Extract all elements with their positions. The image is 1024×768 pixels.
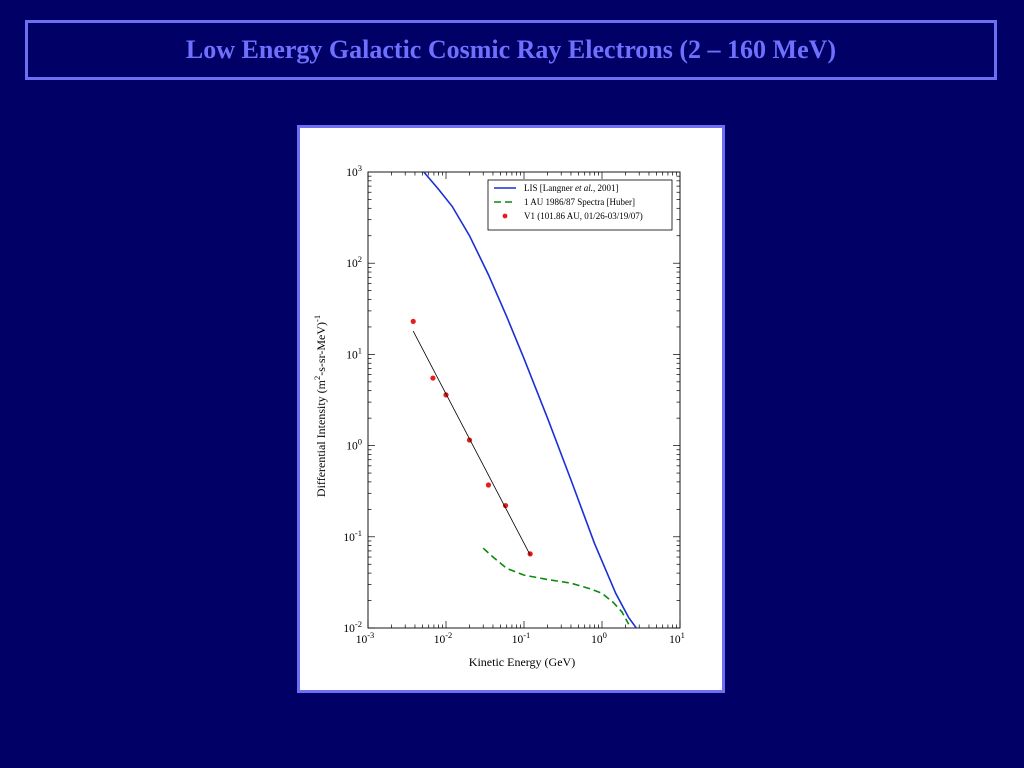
- legend-v1-swatch: [502, 213, 508, 219]
- lis-series-line: [423, 172, 638, 628]
- y-tick-label: 103: [346, 163, 362, 179]
- x-tick-label: 10-2: [434, 630, 453, 646]
- legend-lis-label: LIS [Langner et al., 2001]: [524, 183, 618, 193]
- huber-1au-series-line: [482, 547, 630, 625]
- y-tick-label: 100: [346, 437, 362, 453]
- v1-fit-line: [412, 330, 531, 556]
- x-axis-label: Kinetic Energy (GeV): [469, 655, 575, 669]
- y-tick-label: 102: [346, 254, 362, 270]
- legend-v1-label: V1 (101.86 AU, 01/26-03/19/07): [524, 211, 643, 221]
- plot-frame: [367, 171, 681, 629]
- x-tick-label: 10-1: [512, 630, 531, 646]
- v1-data-point: [410, 318, 416, 325]
- y-tick-label: 10-1: [343, 528, 362, 544]
- y-tick-label: 101: [346, 345, 362, 361]
- x-tick-label: 10-3: [356, 630, 375, 646]
- x-tick-label: 101: [669, 630, 685, 646]
- slide-title: Low Energy Galactic Cosmic Ray Electrons…: [185, 35, 837, 64]
- title-box: Low Energy Galactic Cosmic Ray Electrons…: [25, 20, 997, 80]
- v1-data-point: [485, 482, 492, 488]
- v1-data-point: [430, 375, 436, 381]
- y-tick-label: 10-2: [343, 619, 362, 635]
- legend-huber-label: 1 AU 1986/87 Spectra [Huber]: [524, 197, 635, 207]
- chart: 10-3 10-2 10-1 100 10110-210-1100101102103Ki…: [312, 163, 685, 669]
- x-tick-label: 100: [591, 630, 607, 646]
- y-axis-label: Differential Intensity (m2-s-sr-MeV)-1: [312, 315, 328, 497]
- v1-data-point: [502, 502, 509, 509]
- figure-panel: 10-3 10-2 10-1 100 101 10-2 10-1 100 101 102 103 Ki…: [297, 125, 725, 693]
- legend-box: [487, 179, 673, 231]
